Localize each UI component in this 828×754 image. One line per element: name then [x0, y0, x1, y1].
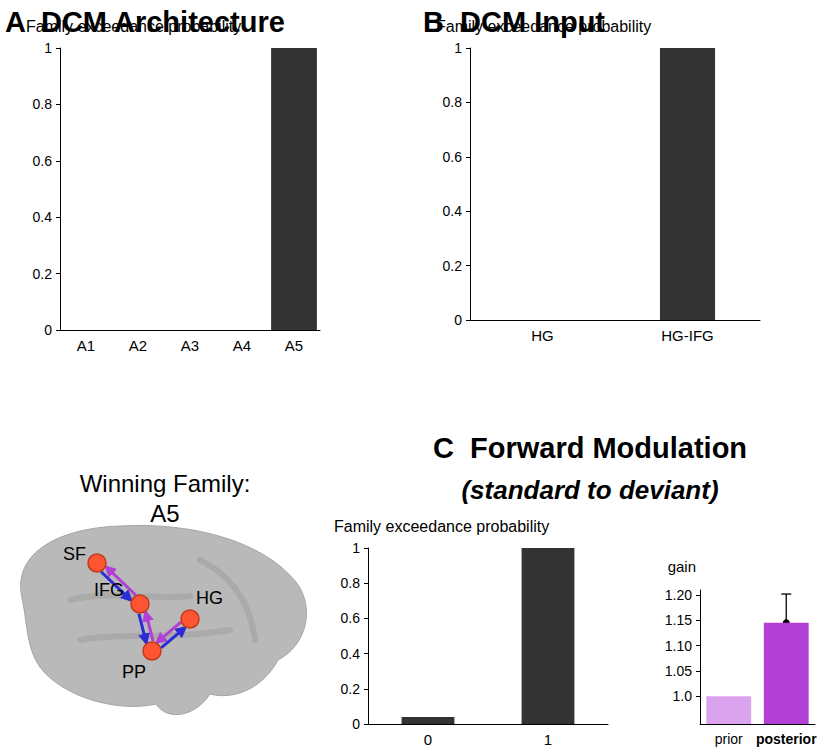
svg-text:0.2: 0.2 [443, 258, 463, 274]
svg-text:A5: A5 [150, 500, 179, 527]
svg-text:A3: A3 [181, 337, 199, 354]
svg-text:C Forward Modulation: C Forward Modulation [433, 432, 747, 464]
svg-text:HG: HG [196, 588, 223, 608]
svg-text:HG: HG [531, 327, 554, 344]
svg-text:0.2: 0.2 [341, 681, 361, 697]
svg-text:A4: A4 [233, 337, 251, 354]
svg-text:0: 0 [44, 322, 52, 338]
svg-text:IFG: IFG [94, 580, 124, 600]
svg-text:0.6: 0.6 [443, 149, 463, 165]
svg-text:A5: A5 [285, 337, 303, 354]
svg-text:0.8: 0.8 [341, 575, 361, 591]
svg-text:Family exceedance probability: Family exceedance probability [334, 518, 549, 535]
svg-text:1: 1 [454, 40, 462, 56]
svg-text:1.10: 1.10 [665, 638, 692, 654]
svg-text:prior: prior [715, 731, 743, 747]
svg-text:0: 0 [424, 731, 432, 748]
svg-text:0: 0 [454, 312, 462, 328]
svg-text:HG-IFG: HG-IFG [661, 327, 714, 344]
svg-text:0.4: 0.4 [341, 646, 361, 662]
svg-text:1: 1 [352, 540, 360, 556]
svg-text:1: 1 [544, 731, 552, 748]
svg-text:0.2: 0.2 [33, 266, 53, 282]
svg-text:posterior: posterior [756, 731, 817, 747]
svg-text:1.0: 1.0 [673, 688, 693, 704]
svg-text:A DCM Architecture: A DCM Architecture [5, 6, 285, 38]
svg-text:Winning Family:: Winning Family: [80, 470, 251, 497]
svg-text:(standard to deviant): (standard to deviant) [461, 475, 718, 505]
svg-text:1.05: 1.05 [665, 663, 692, 679]
svg-text:A2: A2 [129, 337, 147, 354]
svg-text:0: 0 [352, 716, 360, 732]
svg-text:A1: A1 [77, 337, 95, 354]
svg-text:0.4: 0.4 [443, 203, 463, 219]
svg-text:gain: gain [668, 558, 696, 575]
svg-text:0.6: 0.6 [341, 610, 361, 626]
svg-text:SF: SF [63, 544, 86, 564]
svg-text:0.8: 0.8 [443, 94, 463, 110]
svg-text:PP: PP [122, 662, 146, 682]
svg-text:B DCM Input: B DCM Input [423, 6, 605, 38]
svg-text:1: 1 [44, 40, 52, 56]
svg-text:0.4: 0.4 [33, 209, 53, 225]
svg-text:0.8: 0.8 [33, 96, 53, 112]
svg-text:0.6: 0.6 [33, 153, 53, 169]
svg-text:1.15: 1.15 [665, 612, 692, 628]
svg-text:1.20: 1.20 [665, 587, 692, 603]
